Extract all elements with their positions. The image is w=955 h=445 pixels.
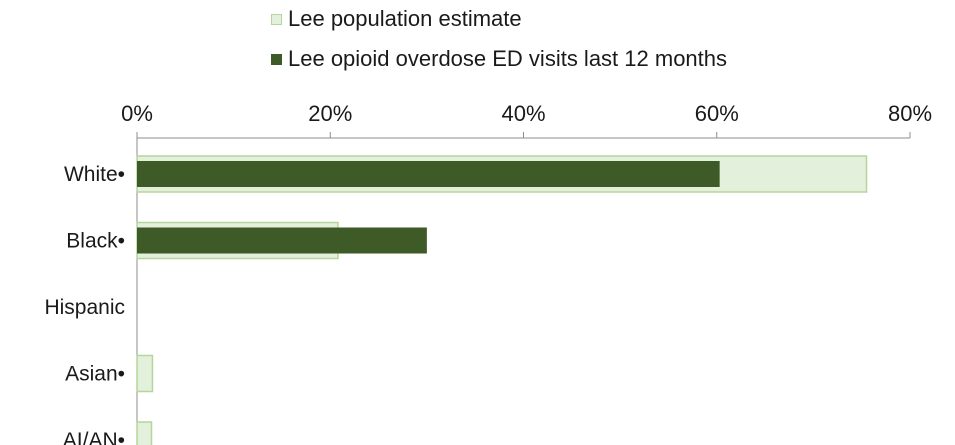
category-label: White• — [64, 163, 125, 186]
category-label: Hispanic — [44, 296, 125, 319]
legend-label-population: Lee population estimate — [288, 6, 522, 31]
legend-item-ed-visits: Lee opioid overdose ED visits last 12 mo… — [271, 44, 727, 84]
legend-label-ed-visits: Lee opioid overdose ED visits last 12 mo… — [288, 46, 728, 71]
x-tick-label: 60% — [695, 101, 739, 126]
bar-ed-visits — [137, 161, 720, 187]
legend-item-population: Lee population estimate — [271, 4, 727, 44]
bar-population — [136, 421, 153, 445]
legend-swatch-ed-visits — [271, 54, 282, 65]
x-tick-label: 0% — [121, 101, 153, 126]
legend-swatch-population — [271, 14, 282, 25]
category-label: Asian• — [65, 363, 125, 386]
x-tick-label: 20% — [308, 101, 352, 126]
category-label: AI/AN• — [63, 429, 125, 445]
chart-legend: Lee population estimate Lee opioid overd… — [271, 4, 727, 84]
category-label: Black• — [66, 230, 125, 253]
x-tick-label: 80% — [888, 101, 932, 126]
bar-ed-visits — [137, 227, 427, 254]
bar-population — [136, 354, 154, 393]
x-tick-label: 40% — [501, 101, 545, 126]
